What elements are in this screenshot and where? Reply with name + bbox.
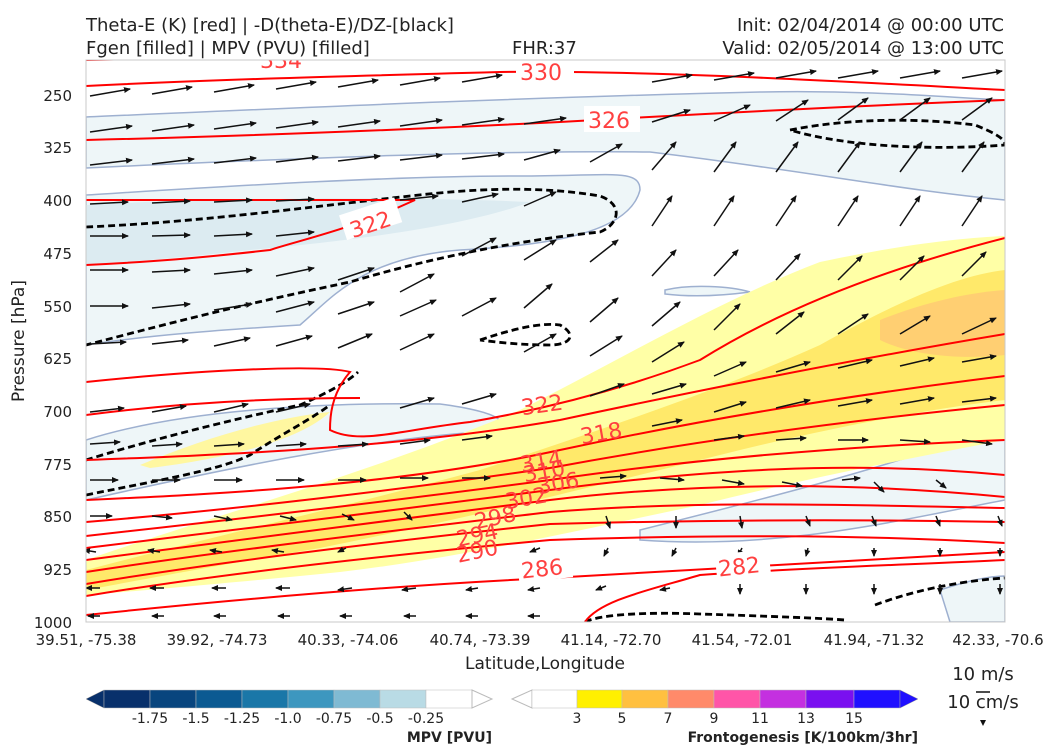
y-tick-475: 475 [43,245,72,263]
mpv-colorbar-ticks: -1.75 -1.5 -1.25 -1.0 -0.75 -0.5 -0.25 [132,711,444,727]
init-time: Init: 02/04/2014 @ 00:00 UTC [737,15,1004,36]
mpv-tick-5: -0.5 [366,711,393,727]
fgen-tick-0: 3 [573,711,582,727]
mpv-tick-3: -1.0 [274,711,301,727]
fgen-colorbar-label: Frontogenesis [K/100km/3hr] [688,730,918,746]
chart-title-line2: Fgen [filled] | MPV (PVU) [filled] [86,38,370,59]
fgen-swatch-5 [759,689,807,709]
x-axis: 39.51, -75.38 39.92, -74.73 40.33, -74.0… [36,631,1044,649]
y-tick-325: 325 [43,139,72,157]
fgen-swatch-1 [576,689,623,709]
fgen-tick-6: 15 [845,711,863,727]
mpv-tick-1: -1.5 [182,711,209,727]
reference-vertical-speed: 10 cm/s [947,692,1019,713]
contour-label-282: 282 [717,553,761,582]
fgen-tick-1: 5 [618,711,627,727]
y-tick-250: 250 [43,87,72,105]
mpv-tick-0: -1.75 [132,711,168,727]
forecast-hour: FHR:37 [512,38,577,59]
contour-label-322-lower: 322 [520,391,565,422]
mpv-tick-2: -1.25 [224,711,260,727]
wind-vectors [86,69,1003,619]
y-tick-1000: 1000 [34,614,72,632]
fgen-colorbar-ticks: 3 5 7 9 11 13 15 [573,711,863,727]
mpv-tick-6: -0.25 [408,711,444,727]
x-tick-1: 39.92, -74.73 [167,631,268,649]
valid-time: Valid: 02/05/2014 @ 13:00 UTC [722,38,1004,59]
y-axis-label: Pressure [hPa] [9,280,29,402]
theta-e-contours [86,60,1005,622]
fgen-swatch-6 [805,689,855,709]
y-tick-850: 850 [43,508,72,526]
fgen-swatch-2 [621,689,669,709]
theta-e-contour-labels: 334 330 326 322 322 318 314 310 306 302 … [255,49,772,584]
mpv-swatch-2 [195,689,243,709]
mpv-swatch-4 [287,689,335,709]
reference-horizontal-speed: 10 m/s [952,664,1014,685]
mpv-swatch-0 [103,689,151,709]
contour-label-326: 326 [588,109,630,134]
plot-area: 334 330 326 322 322 318 314 310 306 302 … [86,49,1005,622]
fgen-tick-5: 13 [797,711,815,727]
fgen-swatch-0 [531,689,578,709]
y-axis: 250 325 400 475 550 625 700 775 850 925 … [34,87,72,632]
x-tick-5: 41.54, -72.01 [692,631,793,649]
mpv-colorbar [85,689,494,709]
mpv-colorbar-label: MPV [PVU] [407,730,492,746]
plot-frame [85,59,1006,623]
contour-label-330: 330 [520,61,562,86]
mpv-swatch-6 [379,689,427,709]
x-tick-0: 39.51, -75.38 [36,631,137,649]
x-tick-4: 41.14, -72.70 [561,631,662,649]
y-tick-775: 775 [43,456,72,474]
x-tick-7: 42.33, -70.6 [952,631,1043,649]
x-tick-3: 40.74, -73.39 [430,631,531,649]
mpv-swatch-3 [241,689,289,709]
contour-label-334: 334 [260,49,302,74]
mpv-swatch-1 [149,689,197,709]
fgen-tick-2: 7 [664,711,673,727]
fgen-tick-4: 11 [751,711,769,727]
x-tick-2: 40.33, -74.06 [298,631,399,649]
x-axis-label: Latitude,Longitude [465,654,625,674]
y-tick-400: 400 [43,192,72,210]
mpv-swatch-5 [333,689,381,709]
fgen-tick-3: 9 [710,711,719,727]
y-tick-550: 550 [43,298,72,316]
chart-title-line1: Theta-E (K) [red] | -D(theta-E)/DZ-[blac… [85,15,454,36]
fgen-colorbar [510,689,919,709]
x-tick-6: 41.94, -71.32 [824,631,925,649]
fgen-swatch-4 [713,689,761,709]
mpv-swatch-7 [425,689,473,709]
fgen-swatch-7 [853,689,901,709]
contour-label-286: 286 [520,555,564,584]
y-tick-625: 625 [43,350,72,368]
fgen-swatch-3 [667,689,715,709]
vector-reference: 10 m/s 10 cm/s [947,664,1019,726]
y-tick-700: 700 [43,403,72,421]
y-tick-925: 925 [43,561,72,579]
mpv-tick-4: -0.75 [316,711,352,727]
